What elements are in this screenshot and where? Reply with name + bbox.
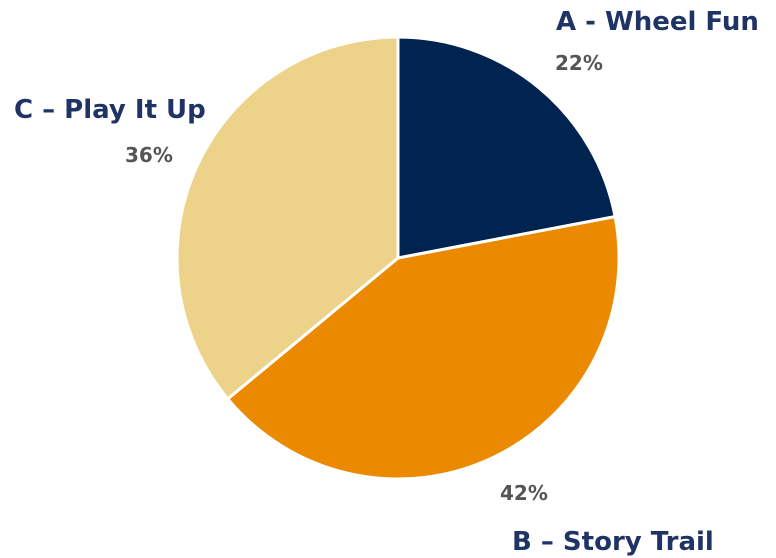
slice-percent-b: 42% (500, 481, 548, 505)
pie-slice-a (396, 35, 617, 260)
slice-percent-a: 22% (555, 51, 603, 75)
pie-slice-b (226, 215, 621, 481)
slice-label-c: C – Play It Up (14, 95, 206, 125)
pie-slice-c (175, 35, 400, 401)
slice-label-a: A - Wheel Fun (556, 7, 759, 37)
slice-label-b: B – Story Trail (512, 527, 714, 557)
pie-slices (175, 35, 621, 481)
pie-labels: A - Wheel Fun 22% B – Story Trail 42% C – Pl… (14, 7, 759, 557)
slice-percent-c: 36% (125, 143, 173, 167)
